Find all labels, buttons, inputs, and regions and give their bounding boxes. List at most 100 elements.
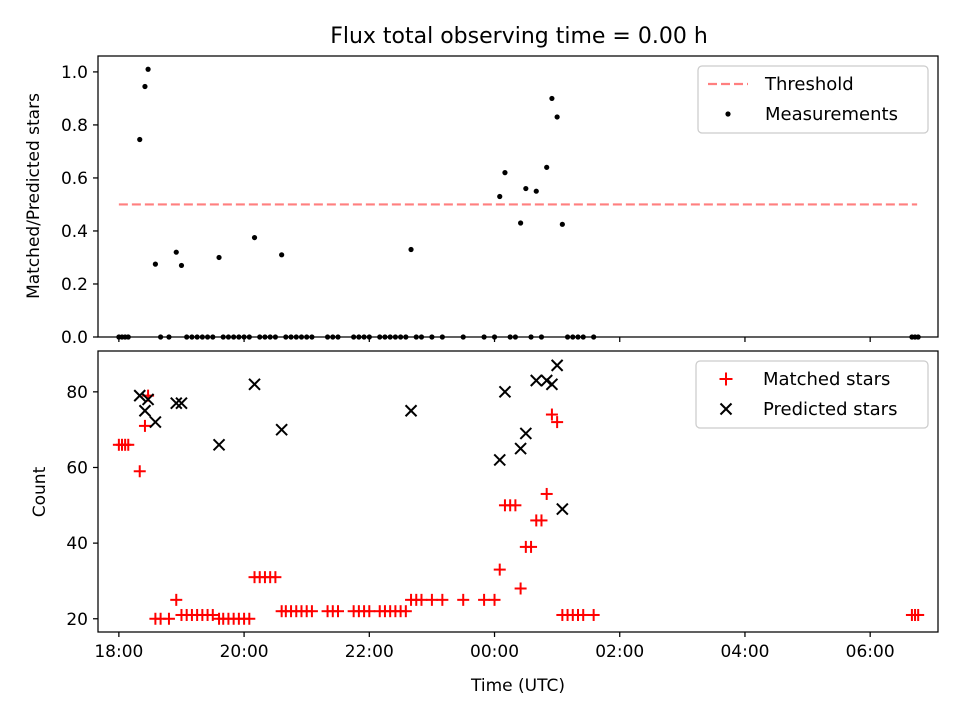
x-tick-label: 06:00 xyxy=(846,642,895,662)
top-legend: Threshold Measurements xyxy=(697,65,929,134)
y-tick-label: 0.0 xyxy=(61,328,88,348)
y-tick-label: 40 xyxy=(66,534,88,554)
matched-star-point xyxy=(493,563,506,576)
matched-star-point xyxy=(525,540,538,553)
measurement-point xyxy=(502,170,508,176)
top-x-ticks xyxy=(118,337,871,342)
predicted-mark-b xyxy=(519,427,533,440)
matched-star-point xyxy=(162,612,175,625)
matched-star-point xyxy=(122,438,135,451)
x-tick-label: 04:00 xyxy=(720,642,769,662)
measurement-point xyxy=(173,249,179,255)
predicted-mark-b xyxy=(493,453,506,467)
predicted-mark-b xyxy=(175,396,188,410)
predicted-mark-b xyxy=(275,423,288,436)
y-tick-label: 0.8 xyxy=(61,116,88,136)
predicted-mark-b xyxy=(138,404,152,417)
legend-predicted-swatch xyxy=(719,402,733,416)
predicted-star-point xyxy=(519,427,533,440)
matched-star-point xyxy=(332,605,344,618)
measurement-point xyxy=(216,254,222,261)
predicted-mark-b xyxy=(550,359,564,372)
predicted-mark-b xyxy=(141,393,155,406)
y-tick-label: 60 xyxy=(66,458,88,478)
predicted-mark-b xyxy=(556,502,569,516)
matched-star-point xyxy=(170,593,183,606)
matched-star-point xyxy=(577,608,590,621)
predicted-mark-b xyxy=(530,374,543,387)
x-axis-label: Time (UTC) xyxy=(470,676,565,696)
legend-matched-label: Matched stars xyxy=(763,369,890,390)
legend-matched-swatch xyxy=(719,372,733,386)
predicted-mark-b xyxy=(212,438,226,451)
predicted-star-point xyxy=(556,502,569,516)
matched-star-point xyxy=(509,499,522,512)
measurement-point xyxy=(142,83,148,90)
predicted-mark-b xyxy=(170,396,183,410)
matched-star-point xyxy=(551,416,564,429)
measurement-point xyxy=(518,220,524,226)
predicted-star-point xyxy=(275,423,288,436)
predicted-star-point xyxy=(514,442,527,455)
matched-star-point xyxy=(545,408,558,421)
y-tick-label: 80 xyxy=(66,383,88,403)
x-tick-label: 20:00 xyxy=(220,642,269,662)
matched-star-point xyxy=(587,608,600,621)
predicted-star-point xyxy=(550,359,564,372)
bottom-x-ticks: 18:00 20:00 22:00 00:00 02:00 04:00 06:00 xyxy=(94,632,895,662)
bottom-legend: Matched stars Predicted stars xyxy=(695,360,929,429)
predicted-star-point xyxy=(175,396,188,410)
legend-threshold-label: Threshold xyxy=(764,74,854,95)
measurement-point xyxy=(137,136,143,143)
predicted-mark-b xyxy=(149,415,162,429)
matched-star-point xyxy=(269,571,282,584)
predicted-star-point xyxy=(493,453,506,467)
matched-star-point xyxy=(436,593,449,606)
matched-star-point xyxy=(540,487,553,500)
legend-predicted-label: Predicted stars xyxy=(763,399,897,420)
predicted-star-point xyxy=(138,404,152,417)
predicted-mark-b xyxy=(498,385,512,399)
matched-star-point xyxy=(206,608,219,621)
x-tick-label: 00:00 xyxy=(470,642,519,662)
bottom-plot-marks xyxy=(112,359,925,625)
y-tick-label: 0.2 xyxy=(61,275,88,295)
matched-star-point xyxy=(488,593,501,606)
predicted-mark-b xyxy=(133,389,146,402)
predicted-star-point xyxy=(404,404,418,417)
predicted-mark-b xyxy=(514,442,527,455)
measurement-point xyxy=(251,234,258,241)
legend-measurements-label: Measurements xyxy=(765,104,898,125)
predicted-star-point xyxy=(248,378,261,391)
matched-star-point xyxy=(425,593,438,606)
matched-star-point xyxy=(912,608,925,621)
predicted-mark-b xyxy=(540,374,553,387)
bottom-panel: 20 40 60 80 18:00 20:00 22:00 00:00 02:00 04:00 0… xyxy=(30,350,939,696)
matched-star-point xyxy=(399,605,412,618)
predicted-star-point xyxy=(498,385,512,399)
matched-star-point xyxy=(457,593,470,606)
predicted-star-point xyxy=(212,438,226,451)
measurement-point xyxy=(408,246,414,253)
predicted-star-point xyxy=(133,389,146,402)
predicted-star-point xyxy=(149,415,162,429)
x-tick-label: 22:00 xyxy=(345,642,394,662)
matched-star-point xyxy=(363,605,376,618)
bottom-y-axis-label: Count xyxy=(30,466,50,517)
y-tick-label: 1.0 xyxy=(61,63,88,83)
matched-star-point xyxy=(535,514,548,527)
measurement-point xyxy=(544,164,550,170)
legend-measurements-swatch xyxy=(725,111,731,117)
x-tick-label: 18:00 xyxy=(94,642,143,662)
predicted-star-point xyxy=(530,374,543,387)
measurement-point xyxy=(152,261,158,267)
y-tick-label: 0.6 xyxy=(61,169,88,189)
measurement-point xyxy=(523,185,529,192)
measurement-point xyxy=(559,221,565,227)
x-tick-label: 02:00 xyxy=(595,642,644,662)
measurement-point xyxy=(145,66,151,72)
bottom-legend-box xyxy=(695,360,929,429)
measurement-point xyxy=(279,252,285,258)
top-legend-box xyxy=(697,65,929,134)
